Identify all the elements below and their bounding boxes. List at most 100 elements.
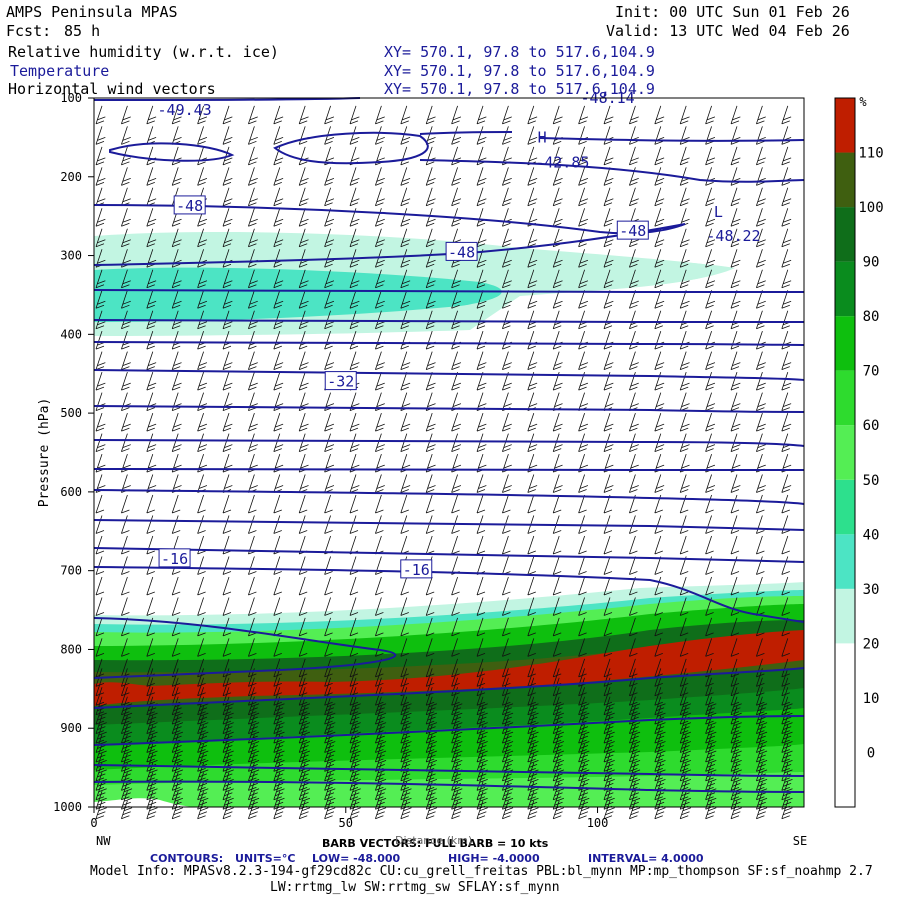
wind-barb [95,617,105,637]
temperature-contour-5 [539,137,805,142]
wind-barb [603,249,614,268]
colorbar-label: 70 [863,364,880,380]
wind-barb [298,556,308,575]
wind-barb [781,638,790,657]
wind-barb [502,167,512,186]
wind-barb [222,167,233,186]
wind-barb [451,412,462,432]
wind-barb [222,290,233,309]
colorbar-label: 100 [858,200,883,216]
wind-barb [425,535,435,555]
model-title: AMPS Peninsula MPAS [6,3,178,21]
wind-barb [781,474,792,493]
wind-barb [705,269,716,289]
wind-barb [121,617,130,637]
wind-barb [349,638,359,657]
wind-barb [222,269,233,289]
colorbar-swatch [835,534,855,589]
wind-barb [451,105,462,125]
y-tick-label: 900 [60,721,82,735]
wind-barb [603,494,613,514]
wind-barb [476,433,487,452]
wind-barb [222,228,233,248]
y-tick-label: 200 [60,170,82,184]
wind-barb [502,535,511,555]
wind-barb [552,249,563,268]
wind-barb [476,269,487,289]
temperature-contour-3 [419,131,513,135]
wind-barb [730,576,740,596]
wind-barb [705,535,714,555]
wind-barb [349,269,360,289]
wind-barb [705,617,714,637]
temperature-contour-6 [93,204,686,266]
wind-barb [578,494,587,514]
colorbar-swatch [835,425,855,480]
wind-barb [95,597,105,616]
wind-barb [222,208,233,227]
wind-barb [298,228,309,248]
wind-barb [603,535,613,555]
wind-barb [705,105,716,125]
wind-barb [476,535,486,555]
wind-barb [527,310,538,330]
wind-barb [578,208,589,227]
contour-label: -48 [176,197,203,215]
wind-barb [578,474,589,493]
wind-barb [603,556,613,575]
wind-barb [629,290,639,309]
wind-barb [527,535,536,555]
wind-barb [730,146,741,166]
wind-barb [222,597,232,616]
wind-barb [451,638,460,657]
wind-barb [679,105,690,125]
wind-barb [705,474,716,493]
wind-barb [121,412,131,432]
wind-barb [324,576,333,596]
wind-barb [400,269,411,289]
wind-barb [375,105,385,125]
wind-barb [578,800,590,820]
rh-band-2 [520,250,735,292]
wind-barb [197,597,206,616]
wind-barb [248,351,258,371]
colorbar-label: 30 [863,582,880,598]
wind-barb [197,126,208,145]
wind-barb [400,187,411,207]
wind-barb [476,167,487,186]
wind-barb [425,228,436,248]
y-axis-title: Pressure (hPa) [37,398,52,508]
wind-barb [552,126,563,145]
wind-barb [476,617,486,637]
wind-barb [502,351,512,371]
wind-barb [273,638,282,657]
colorbar-swatch [835,697,855,753]
wind-barb [527,412,538,432]
wind-barb [502,331,512,350]
wind-barb [756,535,765,555]
wind-barb [502,249,512,268]
high-marker: H [538,128,547,146]
wind-barb [197,372,208,391]
wind-barb [349,351,360,371]
wind-barb [781,576,790,596]
wind-barb [400,290,411,309]
wind-barb [756,800,768,820]
wind-barb [146,638,155,657]
wind-barb [400,167,411,186]
wind-barb [451,535,460,555]
temperature-contour-20 [93,715,805,746]
wind-barb [730,372,741,391]
wind-barb [121,269,131,289]
wind-barb [603,412,614,432]
wind-barb [95,290,106,309]
wind-barb [679,515,689,534]
wind-barb [121,105,131,125]
wind-barb [273,187,284,207]
wind-barb [502,228,512,248]
contour-label-box [400,559,433,579]
wind-barb [146,535,155,555]
wind-barb [603,617,613,637]
barb-legend: BARB VECTORS: FULL BARB = 10 kts [322,837,549,850]
wind-barb [298,208,309,227]
